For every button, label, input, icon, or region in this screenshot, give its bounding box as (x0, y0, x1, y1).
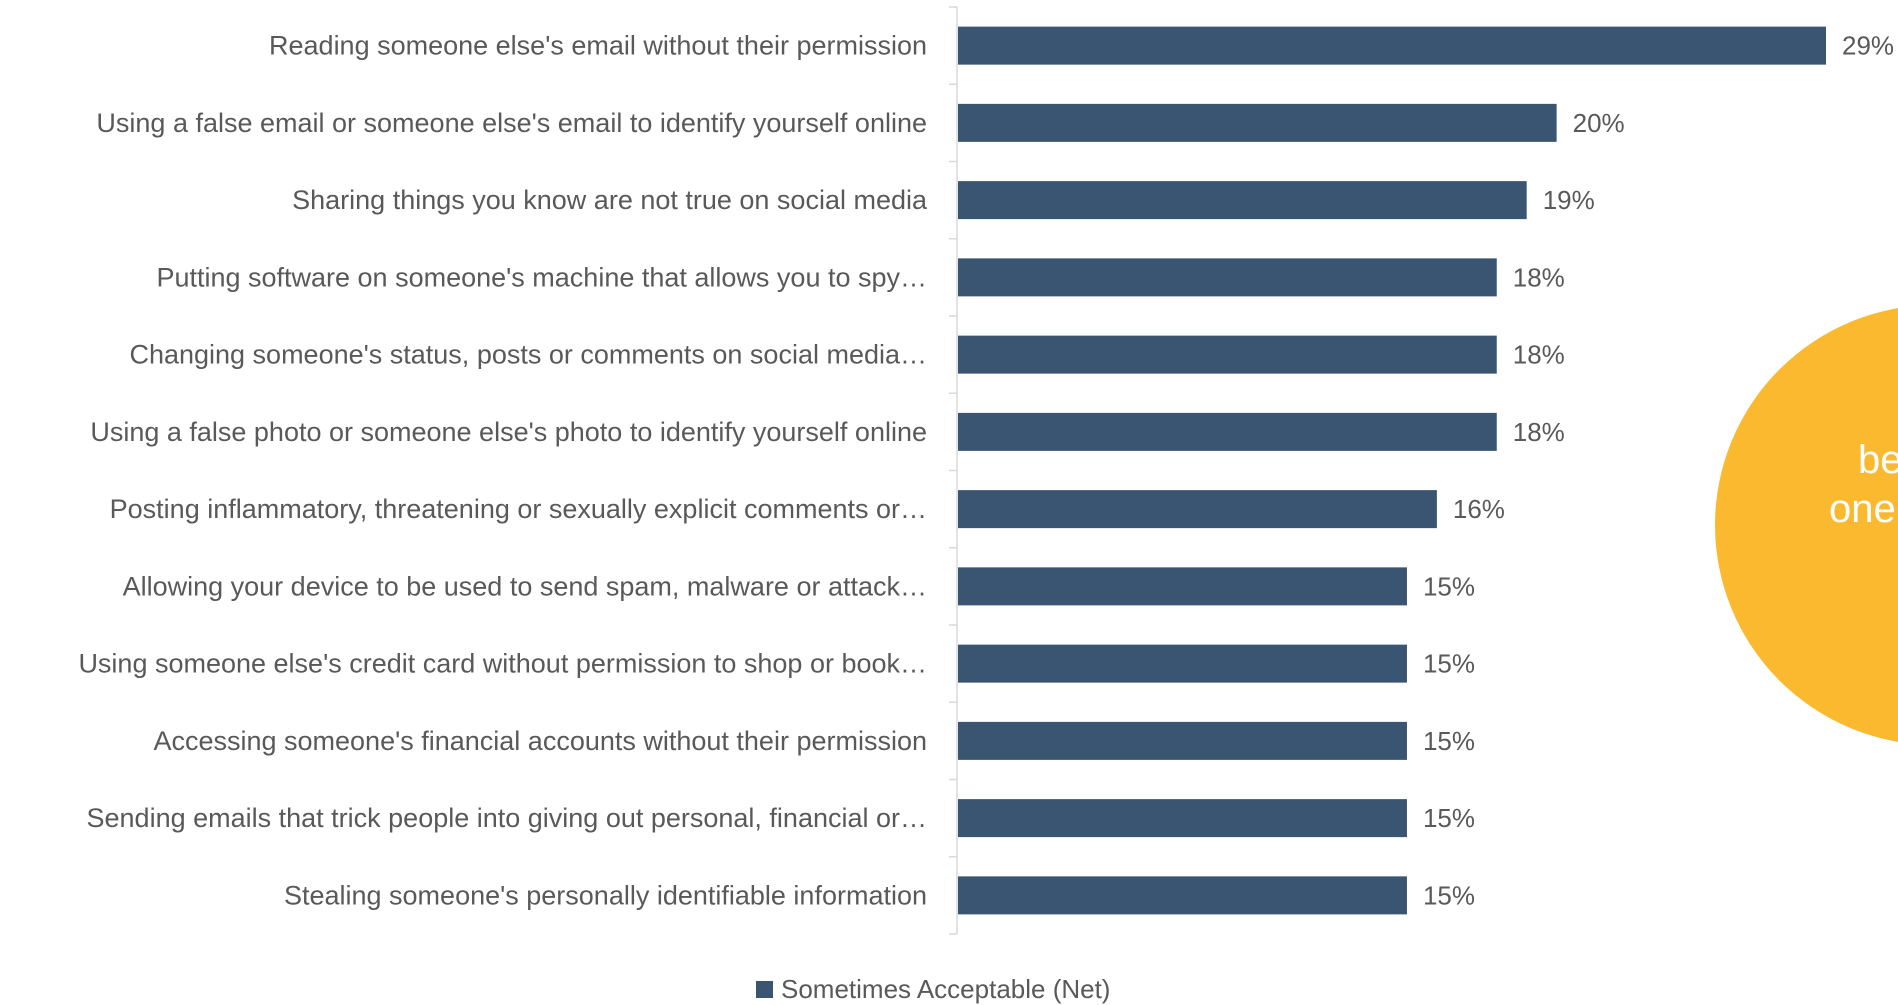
callout-line-2: one (1829, 487, 1896, 531)
bar (958, 644, 1407, 683)
bar (958, 567, 1407, 606)
data-label: 29% (1842, 31, 1894, 61)
bar (958, 335, 1497, 374)
y-axis (949, 6, 958, 935)
callout-bubble: be one (1715, 308, 1898, 742)
bar (958, 26, 1826, 65)
bar (958, 181, 1527, 220)
category-label: Sending emails that trick people into gi… (87, 803, 927, 833)
data-label: 15% (1423, 649, 1475, 679)
legend-swatch (756, 981, 773, 998)
data-label: 15% (1423, 803, 1475, 833)
data-label: 16% (1453, 494, 1505, 524)
category-label: Sharing things you know are not true on … (292, 185, 928, 215)
data-label: 18% (1513, 340, 1565, 370)
data-label: 19% (1543, 185, 1595, 215)
bars: Reading someone else's email without the… (78, 26, 1894, 915)
legend: Sometimes Acceptable (Net) (756, 974, 1110, 1004)
bar (958, 721, 1407, 760)
category-label: Using someone else's credit card without… (78, 649, 927, 679)
category-label: Putting software on someone's machine th… (156, 262, 927, 292)
bar (958, 490, 1437, 529)
bar (958, 799, 1407, 838)
bar (958, 412, 1497, 451)
bar (958, 876, 1407, 915)
callout-line-1: be (1858, 438, 1898, 482)
data-label: 18% (1513, 262, 1565, 292)
bar (958, 103, 1557, 142)
category-label: Using a false photo or someone else's ph… (90, 417, 927, 447)
legend-label: Sometimes Acceptable (Net) (781, 974, 1110, 1004)
data-label: 15% (1423, 880, 1475, 910)
category-label: Using a false email or someone else's em… (96, 108, 927, 138)
data-label: 18% (1513, 417, 1565, 447)
category-label: Changing someone's status, posts or comm… (129, 340, 927, 370)
bar (958, 258, 1497, 297)
category-label: Stealing someone's personally identifiab… (284, 880, 927, 910)
category-label: Reading someone else's email without the… (269, 31, 927, 61)
category-label: Allowing your device to be used to send … (123, 571, 927, 601)
callout-circle (1715, 308, 1898, 742)
data-label: 15% (1423, 726, 1475, 756)
data-label: 20% (1573, 108, 1625, 138)
category-label: Accessing someone's financial accounts w… (153, 726, 927, 756)
data-label: 15% (1423, 571, 1475, 601)
category-label: Posting inflammatory, threatening or sex… (110, 494, 927, 524)
